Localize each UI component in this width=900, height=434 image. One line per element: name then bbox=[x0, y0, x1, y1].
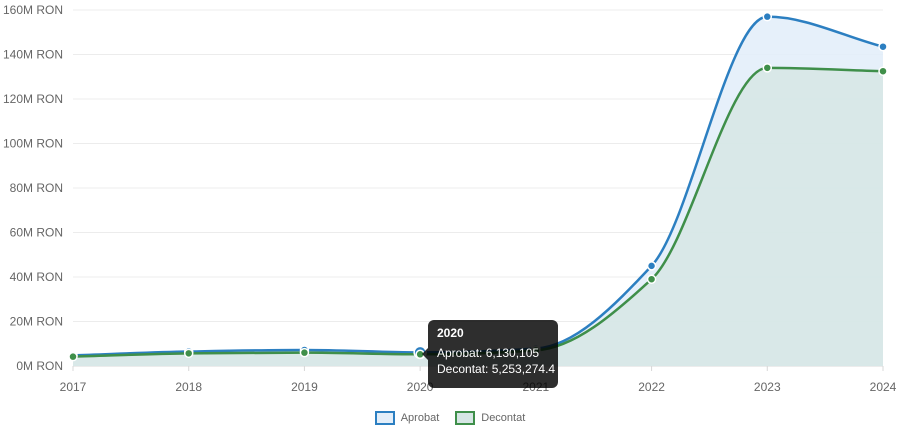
point-decontat bbox=[183, 348, 194, 359]
legend-item-decontat[interactable]: Decontat bbox=[455, 408, 525, 428]
point-aprobat bbox=[646, 261, 657, 271]
y-tick-label: 0M RON bbox=[16, 359, 63, 373]
grid bbox=[73, 9, 883, 367]
legend-swatch-decontat bbox=[455, 411, 476, 425]
legend-item-aprobat[interactable]: Aprobat bbox=[374, 408, 440, 428]
chart-tooltip: 2020 Aprobat: 6,130,105 Decontat: 5,253,… bbox=[422, 320, 558, 388]
point-decontat bbox=[299, 347, 310, 358]
y-tick-label: 20M RON bbox=[10, 315, 63, 329]
x-tick-label: 2022 bbox=[638, 380, 665, 394]
area-decontat bbox=[73, 67, 883, 366]
point-decontat bbox=[878, 66, 888, 76]
y-tick-label: 140M RON bbox=[3, 48, 63, 62]
y-axis: 0M RON 20M RON 40M RON 60M RON 80M RON 100M R… bbox=[3, 3, 63, 373]
x-tick-label: 2017 bbox=[60, 380, 87, 394]
point-decontat bbox=[762, 63, 773, 73]
x-tick-label: 2024 bbox=[870, 380, 897, 394]
tooltip-caret bbox=[422, 348, 428, 360]
y-tick-label: 120M RON bbox=[3, 92, 63, 106]
point-aprobat bbox=[762, 11, 773, 22]
area-fills bbox=[73, 16, 883, 367]
tooltip-aprobat-value: Aprobat: 6,130,105 bbox=[437, 346, 540, 360]
y-tick-label: 60M RON bbox=[10, 226, 63, 240]
legend-label-aprobat: Aprobat bbox=[400, 412, 440, 424]
point-aprobat bbox=[878, 41, 888, 52]
tooltip-title: 2020 bbox=[437, 326, 464, 340]
legend-label-decontat: Decontat bbox=[481, 412, 526, 424]
legend: Aprobat Decontat bbox=[0, 408, 900, 428]
y-tick-label: 160M RON bbox=[3, 3, 63, 17]
x-tick-label: 2019 bbox=[291, 380, 318, 394]
x-tick-label: 2020 bbox=[407, 380, 434, 394]
x-tick-label: 2023 bbox=[754, 380, 781, 394]
x-axis: 20172018201920202021202220232024 bbox=[60, 366, 897, 394]
y-tick-label: 80M RON bbox=[10, 181, 63, 195]
x-tick-label: 2018 bbox=[175, 380, 202, 394]
y-tick-label: 100M RON bbox=[3, 137, 63, 151]
y-tick-label: 40M RON bbox=[10, 270, 63, 284]
tooltip-decontat-value: Decontat: 5,253,274.4 bbox=[437, 362, 556, 376]
legend-swatch-aprobat bbox=[374, 411, 395, 425]
point-decontat bbox=[646, 274, 657, 284]
point-decontat bbox=[68, 351, 78, 362]
